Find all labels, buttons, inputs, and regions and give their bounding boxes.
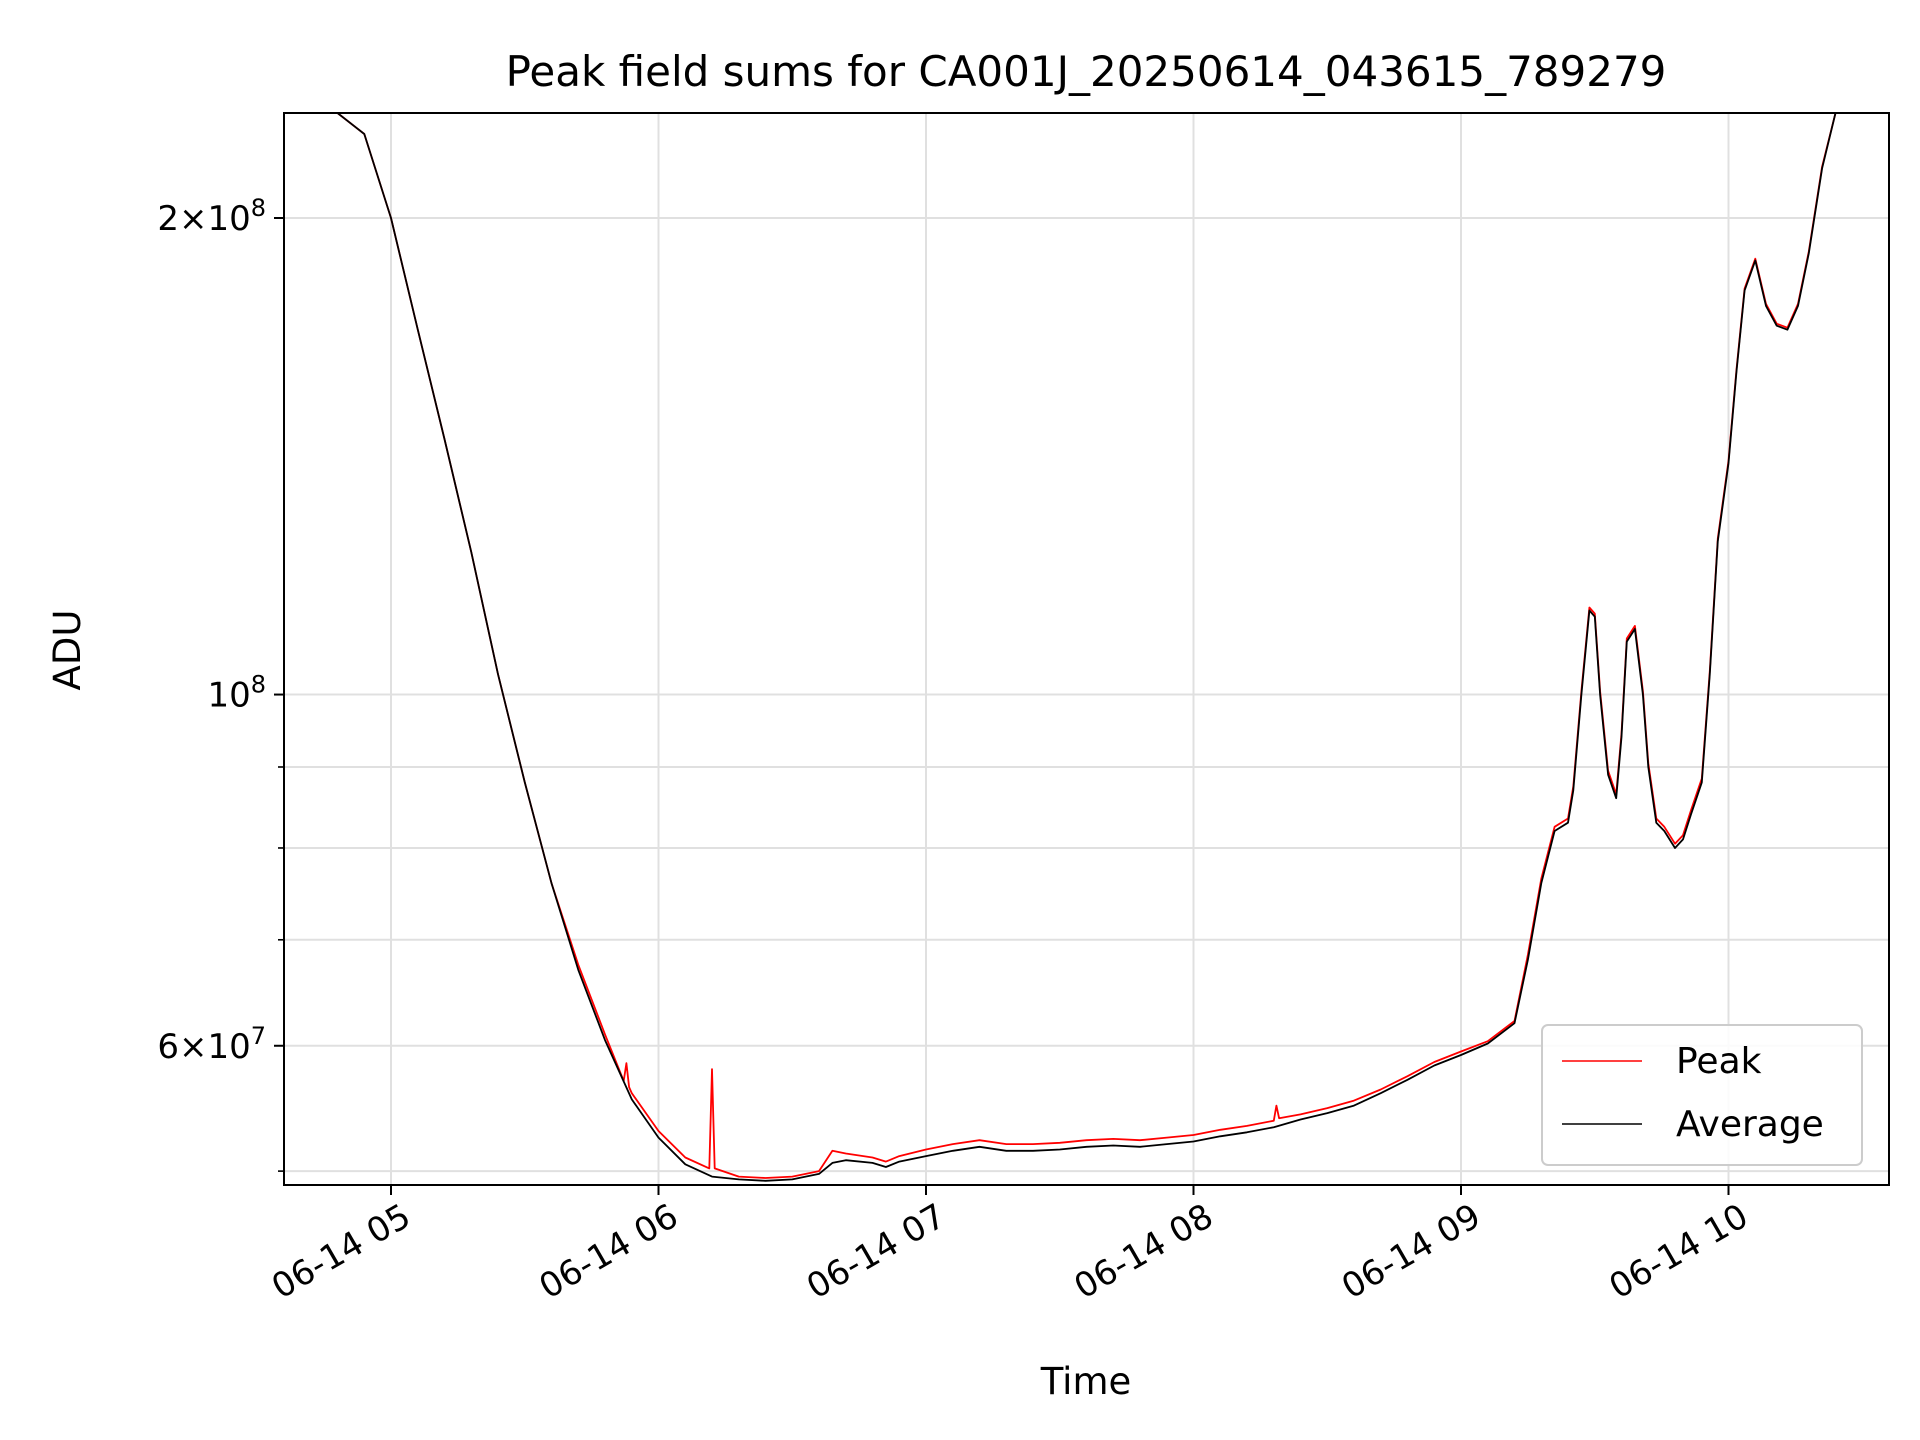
plot-frame bbox=[283, 112, 1890, 1186]
chart-title: Peak field sums for CA001J_20250614_0436… bbox=[506, 47, 1667, 96]
legend-label-peak: Peak bbox=[1676, 1041, 1762, 1082]
y-tick-label: 2×108 bbox=[157, 194, 266, 239]
legend-box bbox=[1541, 1024, 1863, 1166]
grid bbox=[284, 113, 1889, 1185]
series-line-average bbox=[284, 113, 1889, 1182]
y-tick-label: 108 bbox=[207, 671, 266, 716]
series-layer bbox=[284, 113, 1889, 1182]
series-line-peak bbox=[284, 113, 1889, 1179]
y-axis-title: ADU bbox=[46, 610, 89, 691]
legend: Peak Average bbox=[1541, 1024, 1863, 1166]
x-axis-title: Time bbox=[1040, 1360, 1132, 1403]
y-tick-label: 6×107 bbox=[157, 1022, 266, 1067]
legend-label-average: Average bbox=[1676, 1104, 1824, 1145]
